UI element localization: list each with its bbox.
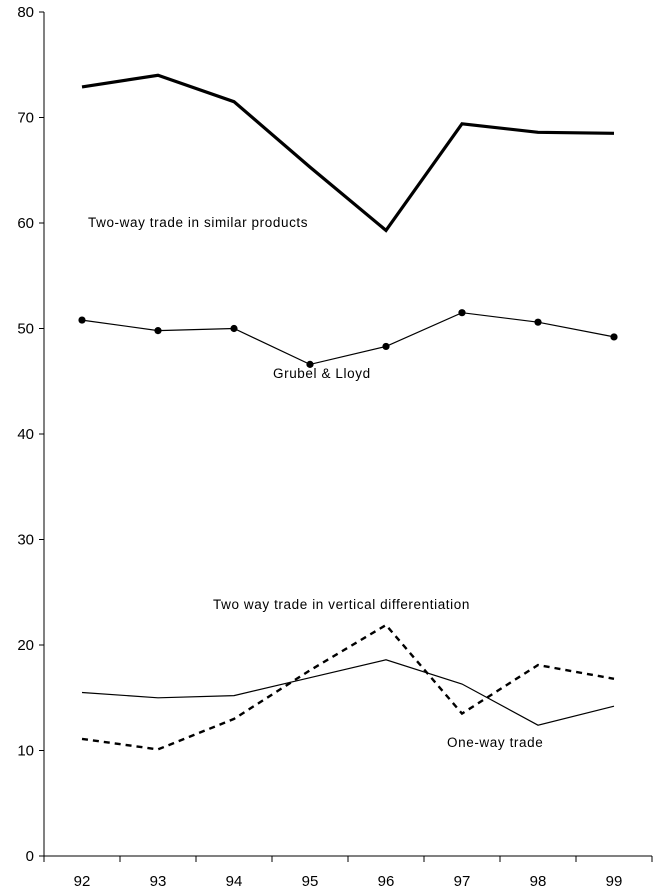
x-tick-label: 93 — [150, 873, 167, 890]
series-label-grubel-lloyd: Grubel & Lloyd — [273, 366, 371, 381]
y-tick-label: 0 — [26, 848, 34, 865]
series-marker — [230, 324, 238, 333]
series-marker — [382, 342, 390, 351]
series-marker — [458, 309, 466, 317]
series-line-3 — [81, 659, 615, 726]
series-label-vertical-differentiation: Two way trade in vertical differentiatio… — [213, 597, 470, 612]
series-line-2 — [81, 623, 615, 751]
y-tick-label: 80 — [17, 4, 34, 21]
series-labels: Two-way trade in similar products Grubel… — [88, 215, 543, 750]
x-tick-label: 95 — [302, 873, 319, 890]
series-marker — [78, 316, 86, 324]
x-tick-label: 92 — [74, 873, 91, 890]
series-marker — [534, 318, 542, 326]
x-tick-label: 97 — [454, 873, 471, 890]
y-tick-label: 50 — [17, 321, 34, 338]
y-tick-label: 40 — [17, 426, 34, 443]
y-tick-label: 70 — [17, 110, 34, 127]
x-tick-label: 98 — [530, 873, 547, 890]
x-tick-label: 94 — [226, 873, 243, 890]
x-tick-label: 99 — [606, 873, 623, 890]
series-marker — [154, 327, 162, 335]
series-layer — [78, 73, 618, 751]
series-label-similar-products: Two-way trade in similar products — [88, 215, 308, 230]
y-tick-label: 10 — [17, 743, 34, 760]
y-tick-label: 60 — [17, 215, 34, 232]
series-line-1 — [81, 312, 615, 366]
series-label-one-way-trade: One-way trade — [447, 735, 543, 750]
x-tick-label: 96 — [378, 873, 395, 890]
series-marker — [306, 360, 314, 368]
series-line-0 — [81, 73, 615, 233]
series-marker — [610, 333, 618, 341]
y-tick-label: 30 — [17, 532, 34, 549]
axes: 0 10 20 30 40 50 60 70 80 92 93 94 95 96 97 98 99 — [17, 4, 653, 890]
y-tick-label: 20 — [17, 637, 34, 654]
